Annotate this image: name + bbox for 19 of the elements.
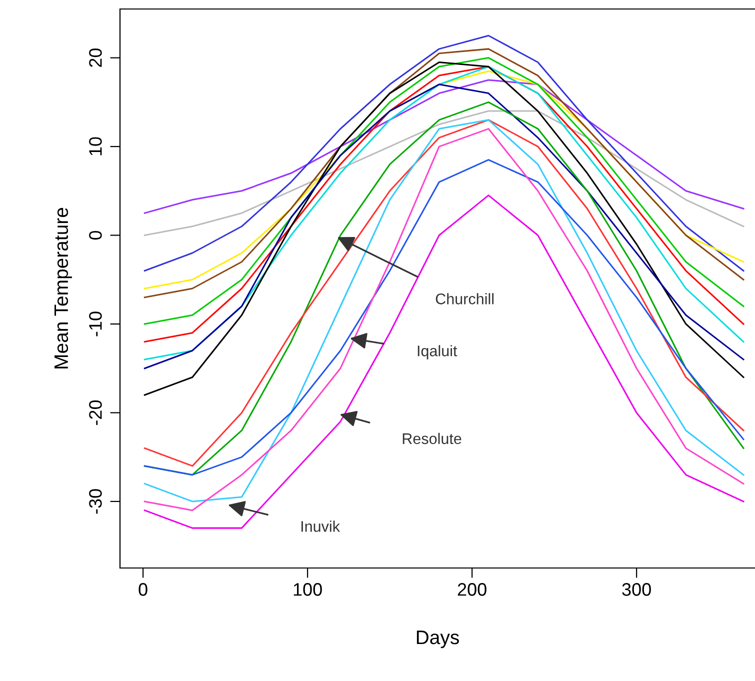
line-series	[144, 34, 744, 272]
y-tick-label: -10	[89, 312, 102, 336]
x-tick-label: 300	[622, 583, 651, 596]
y-tick-label: 10	[89, 137, 102, 156]
annotation: Churchill	[436, 293, 494, 304]
line-series	[144, 110, 744, 236]
x-tick-label: 0	[138, 583, 148, 596]
y-axis-title: Mean Temperature	[54, 208, 72, 368]
x-tick-label: 100	[294, 583, 322, 596]
annotation: Iqaluit	[418, 345, 458, 360]
y-tick-label: -20	[89, 400, 102, 425]
line-series	[144, 79, 744, 214]
annotation: Inuvik	[301, 520, 340, 532]
x-axis-title: Days	[416, 630, 459, 648]
x-tick-label: 200	[458, 583, 486, 596]
y-tick-label: 0	[89, 230, 102, 240]
annotation: Resolute	[402, 432, 462, 444]
y-tick-label: -30	[89, 489, 102, 514]
y-tick-label: 20	[89, 48, 102, 67]
